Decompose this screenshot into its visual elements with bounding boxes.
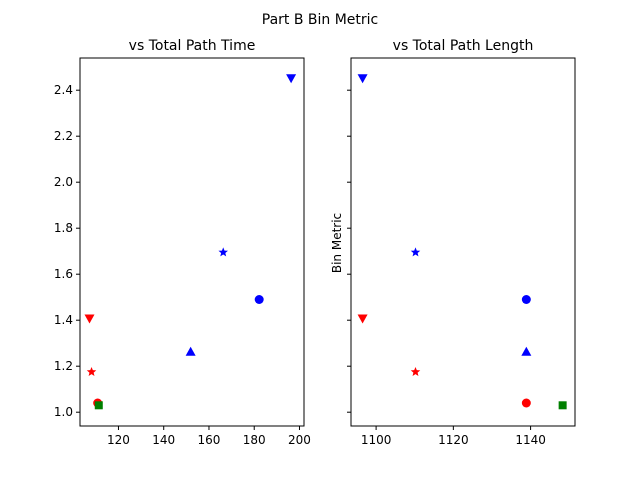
x-tick-label: 1140	[515, 433, 546, 447]
panel-title: vs Total Path Length	[393, 38, 534, 54]
panel-vs-total-path-length: vs Total Path Length Bin Metric 1100 1120…	[330, 38, 576, 447]
data-point-triangle-down	[286, 74, 297, 84]
figure-suptitle: Part B Bin Metric	[262, 12, 378, 28]
data-point-triangle-down	[357, 74, 368, 84]
x-tick-label: 200	[288, 433, 311, 447]
x-tick-label: 160	[198, 433, 221, 447]
y-tick-label: 2.2	[54, 129, 73, 143]
data-point-triangle-up	[185, 346, 196, 356]
axes-frame	[350, 57, 576, 427]
data-point-circle	[521, 398, 531, 408]
y-tick-label: 1.4	[54, 313, 73, 327]
x-tick-label: 1100	[361, 433, 392, 447]
y-tick-label: 2.0	[54, 175, 73, 189]
data-point-circle	[254, 295, 264, 304]
y-tick-label: 1.0	[54, 405, 73, 419]
data-point-square	[94, 401, 103, 410]
x-tick-label: 120	[107, 433, 130, 447]
x-tick-label: 1120	[438, 433, 469, 447]
data-point-square	[558, 401, 567, 410]
data-point-triangle-down	[357, 314, 368, 324]
y-tick-label: 1.2	[54, 359, 73, 373]
panel-vs-total-path-time: vs Total Path Time 120 140 160 180 200 1.0 1.2…	[54, 38, 311, 447]
y-axis-label: Bin Metric	[330, 213, 344, 273]
data-point-circle	[521, 295, 531, 304]
x-tick-label: 140	[152, 433, 175, 447]
data-point-triangle-down	[84, 314, 95, 324]
y-tick-label: 1.8	[54, 221, 73, 235]
data-point-star	[218, 247, 228, 257]
x-tick-label: 180	[243, 433, 266, 447]
data-point-triangle-up	[521, 346, 532, 356]
data-point-star	[410, 247, 421, 257]
data-point-star	[410, 366, 421, 376]
y-tick-label: 1.6	[54, 267, 73, 281]
data-point-star	[86, 366, 97, 376]
axes-frame	[79, 57, 305, 427]
panel-title: vs Total Path Time	[129, 38, 256, 54]
y-tick-label: 2.4	[54, 83, 73, 97]
